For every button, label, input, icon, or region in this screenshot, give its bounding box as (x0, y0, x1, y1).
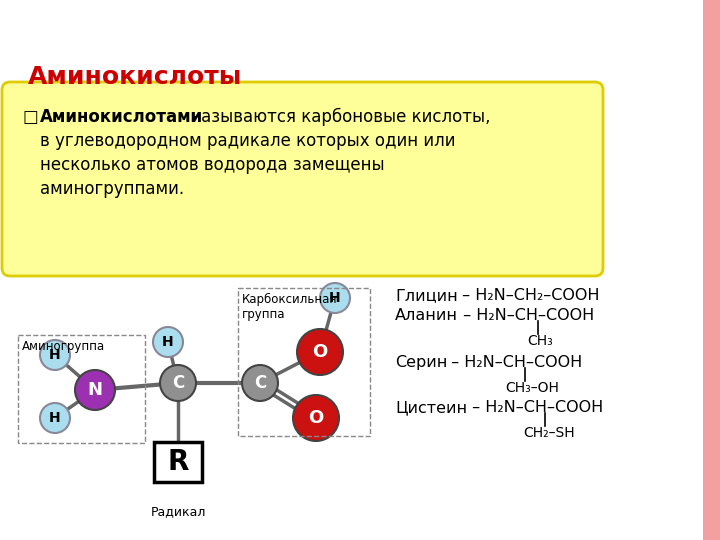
Text: Радикал: Радикал (150, 505, 206, 518)
Text: H: H (49, 411, 60, 425)
Text: O: O (308, 409, 323, 427)
Circle shape (160, 365, 196, 401)
FancyBboxPatch shape (703, 0, 720, 540)
Circle shape (297, 329, 343, 375)
Text: H: H (49, 348, 60, 362)
Text: C: C (254, 374, 266, 392)
Text: H: H (329, 291, 341, 305)
Text: CH₂–SH: CH₂–SH (523, 426, 575, 440)
Text: – H₂N–CH–COOH: – H₂N–CH–COOH (446, 355, 582, 370)
Text: Глицин: Глицин (395, 288, 458, 303)
Circle shape (293, 395, 339, 441)
Circle shape (40, 340, 70, 370)
Text: аминогруппами.: аминогруппами. (40, 180, 184, 198)
Text: □: □ (22, 108, 37, 126)
Text: несколько атомов водорода замещены: несколько атомов водорода замещены (40, 156, 384, 174)
Text: Цистеин: Цистеин (395, 400, 467, 415)
Circle shape (40, 403, 70, 433)
Text: Серин: Серин (395, 355, 447, 370)
Text: Карбоксильная
группа: Карбоксильная группа (242, 293, 338, 321)
Text: Аминокислоты: Аминокислоты (28, 65, 243, 89)
Text: R: R (167, 448, 189, 476)
Circle shape (153, 327, 183, 357)
Text: CH₃: CH₃ (527, 334, 553, 348)
Text: N: N (88, 381, 102, 399)
FancyBboxPatch shape (154, 442, 202, 482)
Text: в углеводородном радикале которых один или: в углеводородном радикале которых один и… (40, 132, 456, 150)
Text: O: O (312, 343, 328, 361)
Text: – H₂N–CH–COOH: – H₂N–CH–COOH (467, 400, 603, 415)
Text: называются карбоновые кислоты,: называются карбоновые кислоты, (185, 108, 490, 126)
Text: – H₂N–CH₂–COOH: – H₂N–CH₂–COOH (457, 288, 600, 303)
Text: H: H (162, 335, 174, 349)
Text: Аминокислотами: Аминокислотами (40, 108, 203, 126)
FancyBboxPatch shape (2, 82, 603, 276)
Circle shape (320, 283, 350, 313)
Text: CH₃–OH: CH₃–OH (505, 381, 559, 395)
Text: Аминогруппа: Аминогруппа (22, 340, 105, 353)
Text: C: C (172, 374, 184, 392)
Circle shape (242, 365, 278, 401)
Text: – H₂N–CH–COOH: – H₂N–CH–COOH (458, 308, 594, 323)
Circle shape (75, 370, 115, 410)
Text: Аланин: Аланин (395, 308, 458, 323)
